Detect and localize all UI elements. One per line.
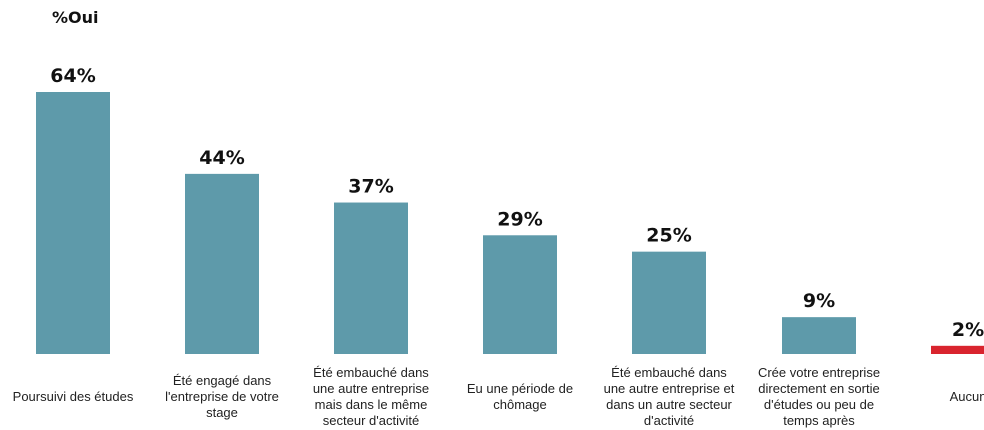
category-label-4: Eu une période de chômage	[467, 381, 573, 412]
category-label-6: Crée votre entreprise directement en sort…	[758, 365, 880, 428]
value-label-3: 37%	[348, 176, 393, 198]
bar-2	[185, 173, 259, 354]
value-label-6: 9%	[803, 290, 835, 312]
bar-5	[632, 251, 706, 354]
category-label-1: Poursuivi des études	[13, 389, 134, 404]
category-label-2: Été engagé dans l'entreprise de votre stag…	[165, 373, 279, 420]
category-label-5: Été embauché dans une autre entreprise et…	[604, 365, 735, 428]
category-label-7: Aucun	[950, 389, 984, 404]
bar-3	[334, 202, 408, 354]
bar-4	[483, 235, 557, 354]
value-label-5: 25%	[646, 225, 691, 247]
value-label-2: 44%	[199, 147, 244, 169]
value-label-7: 2%	[952, 319, 984, 341]
bar-6	[782, 317, 856, 354]
value-label-1: 64%	[50, 65, 95, 87]
bar-1	[36, 92, 110, 354]
value-label-4: 29%	[497, 208, 542, 230]
chart-title: %Oui	[52, 8, 99, 27]
category-label-3: Été embauché dans une autre entreprise mai…	[313, 365, 429, 428]
bar-7	[931, 345, 984, 354]
